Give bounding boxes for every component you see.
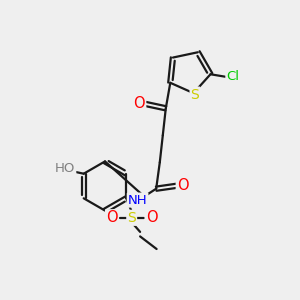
Text: O: O	[146, 210, 157, 225]
Text: S: S	[127, 211, 136, 225]
Text: HO: HO	[55, 162, 75, 175]
Text: NH: NH	[128, 194, 147, 207]
Text: O: O	[106, 210, 118, 225]
Text: Cl: Cl	[226, 70, 239, 83]
Text: O: O	[134, 96, 145, 111]
Text: S: S	[190, 88, 200, 102]
Text: O: O	[177, 178, 188, 193]
